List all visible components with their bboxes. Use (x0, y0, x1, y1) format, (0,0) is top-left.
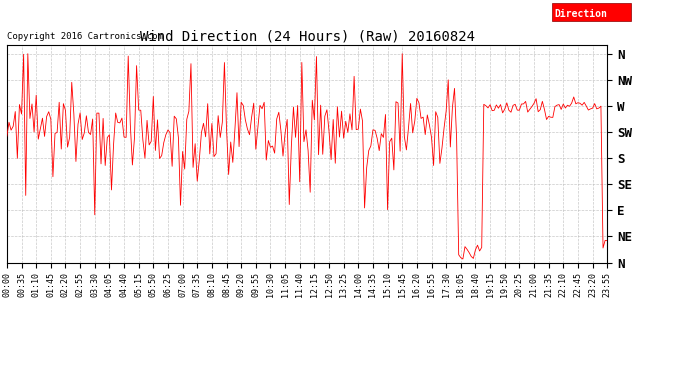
Text: Direction: Direction (554, 9, 607, 19)
Title: Wind Direction (24 Hours) (Raw) 20160824: Wind Direction (24 Hours) (Raw) 20160824 (139, 30, 475, 44)
Text: Copyright 2016 Cartronics.com: Copyright 2016 Cartronics.com (7, 32, 163, 41)
